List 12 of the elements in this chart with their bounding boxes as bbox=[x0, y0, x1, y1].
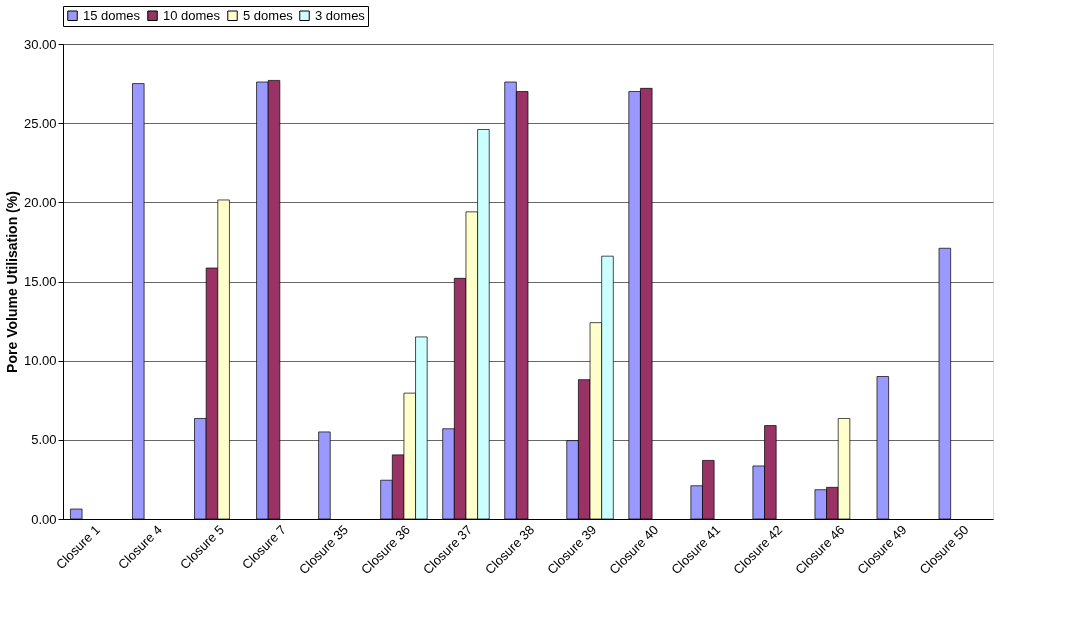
y-tick-label: 20.00 bbox=[23, 194, 57, 210]
y-tick-label: 10.00 bbox=[23, 353, 57, 369]
y-tick-label: 30.00 bbox=[23, 36, 57, 52]
y-tick-label: 0.00 bbox=[31, 511, 57, 527]
legend-label: 10 domes bbox=[163, 7, 221, 23]
y-tick-label: 5.00 bbox=[31, 432, 57, 448]
legend-label: 3 domes bbox=[315, 7, 366, 23]
legend-label: 5 domes bbox=[243, 7, 294, 23]
y-axis-title: Pore Volume Utilisation (%) bbox=[3, 191, 20, 373]
y-tick-label: 25.00 bbox=[23, 115, 57, 131]
y-tick-label: 15.00 bbox=[23, 274, 57, 289]
legend-label: 15 domes bbox=[83, 7, 141, 23]
